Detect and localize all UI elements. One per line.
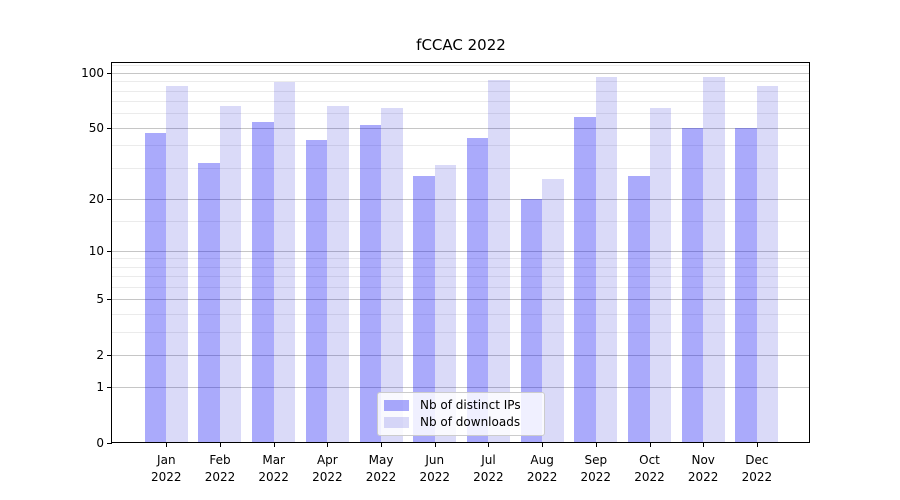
bar-downloads-mar [273, 82, 296, 443]
minor-gridline [112, 90, 810, 92]
x-tick-label: Jun 2022 [419, 453, 451, 484]
x-tick-label: Dec 2022 [741, 453, 773, 484]
bar-distinct-ips-sep [574, 117, 596, 443]
bar-downloads-jun [434, 165, 457, 443]
minor-gridline [112, 113, 810, 115]
x-tick-mark [273, 443, 275, 447]
x-tick-label: Jan 2022 [151, 453, 182, 484]
bar-distinct-ips-nov [681, 127, 704, 443]
y-tick-mark [107, 73, 112, 74]
bar-distinct-ips-aug [520, 198, 543, 443]
minor-gridline [112, 220, 810, 222]
minor-gridline [112, 101, 810, 103]
major-gridline [112, 198, 810, 200]
x-tick-mark [327, 443, 329, 447]
y-tick-mark [107, 127, 112, 129]
x-tick-mark [703, 443, 705, 447]
minor-gridline [112, 258, 810, 260]
minor-gridline [112, 145, 810, 147]
bar-downloads-oct [649, 108, 671, 443]
bar-downloads-feb [219, 105, 242, 443]
y-tick-label: 2 [96, 347, 104, 362]
bar-distinct-ips-feb [198, 162, 220, 443]
bar-distinct-ips-mar [252, 121, 274, 443]
bar-distinct-ips-may [359, 124, 382, 443]
y-tick-label: 100 [81, 66, 104, 80]
y-tick-mark [107, 198, 112, 200]
bar-downloads-jan [166, 85, 188, 443]
x-tick-mark [434, 443, 436, 447]
major-gridline [112, 387, 810, 389]
x-tick-mark [219, 443, 221, 447]
y-tick-label: 0 [96, 436, 104, 450]
bar-downloads-apr [327, 105, 349, 443]
major-gridline [112, 299, 810, 301]
bar-downloads-may [381, 108, 403, 443]
y-tick-mark [107, 443, 112, 444]
x-tick-mark [756, 443, 758, 447]
y-tick-label: 20 [88, 191, 104, 206]
minor-gridline [112, 81, 810, 83]
y-tick-label: 5 [96, 292, 104, 307]
x-tick-mark [488, 443, 490, 447]
x-tick-mark [542, 443, 544, 447]
plot-area [111, 62, 810, 443]
minor-gridline [112, 167, 810, 169]
x-tick-label: Jul 2022 [473, 453, 504, 484]
bar-distinct-ips-dec [735, 127, 757, 443]
legend-label-distinct-ips: Nb of distinct IPs [420, 398, 521, 412]
minor-gridline [112, 286, 810, 288]
major-gridline [112, 354, 810, 356]
y-tick-label: 1 [96, 380, 104, 395]
bar-distinct-ips-jun [413, 175, 435, 443]
y-tick-mark [107, 299, 112, 301]
bar-downloads-nov [703, 77, 725, 443]
x-tick-label: Aug 2022 [526, 453, 558, 484]
minor-gridline [112, 65, 810, 67]
y-tick-mark [107, 354, 112, 356]
bar-distinct-ips-apr [305, 139, 328, 443]
y-tick-mark [107, 250, 112, 252]
legend-swatch-distinct-ips [384, 399, 409, 411]
x-tick-label: May 2022 [365, 453, 397, 484]
major-gridline [112, 127, 810, 129]
minor-gridline [112, 313, 810, 315]
minor-gridline [112, 331, 810, 333]
x-tick-label: Nov 2022 [687, 453, 719, 484]
legend-entry-distinct-ips: Nb of distinct IPs [384, 398, 536, 412]
minor-gridline [112, 276, 810, 278]
bar-downloads-jul [488, 79, 510, 443]
major-gridline [112, 73, 810, 74]
legend-swatch-downloads [384, 416, 409, 428]
x-tick-mark [595, 443, 597, 447]
x-tick-label: Apr 2022 [312, 453, 343, 484]
bar-distinct-ips-jul [466, 137, 489, 443]
y-tick-label: 50 [88, 120, 104, 135]
bar-downloads-aug [542, 178, 564, 443]
x-tick-label: Sep 2022 [580, 453, 612, 484]
legend: Nb of distinct IPs Nb of downloads [377, 392, 545, 436]
bar-distinct-ips-jan [144, 132, 167, 443]
x-tick-label: Feb 2022 [204, 453, 236, 484]
x-tick-mark [166, 443, 168, 447]
x-tick-mark [649, 443, 651, 447]
bar-downloads-sep [595, 77, 618, 443]
chart-title: fCCAC 2022 [416, 36, 506, 54]
legend-label-downloads: Nb of downloads [420, 415, 521, 429]
x-tick-label: Oct 2022 [634, 453, 665, 484]
x-tick-label: Mar 2022 [258, 453, 289, 484]
legend-entry-downloads: Nb of downloads [384, 415, 536, 429]
minor-gridline [112, 266, 810, 268]
bar-downloads-dec [756, 85, 779, 443]
major-gridline [112, 250, 810, 252]
y-tick-mark [107, 387, 112, 389]
y-tick-label: 10 [88, 243, 104, 258]
x-tick-mark [381, 443, 383, 447]
bar-distinct-ips-oct [628, 175, 650, 443]
